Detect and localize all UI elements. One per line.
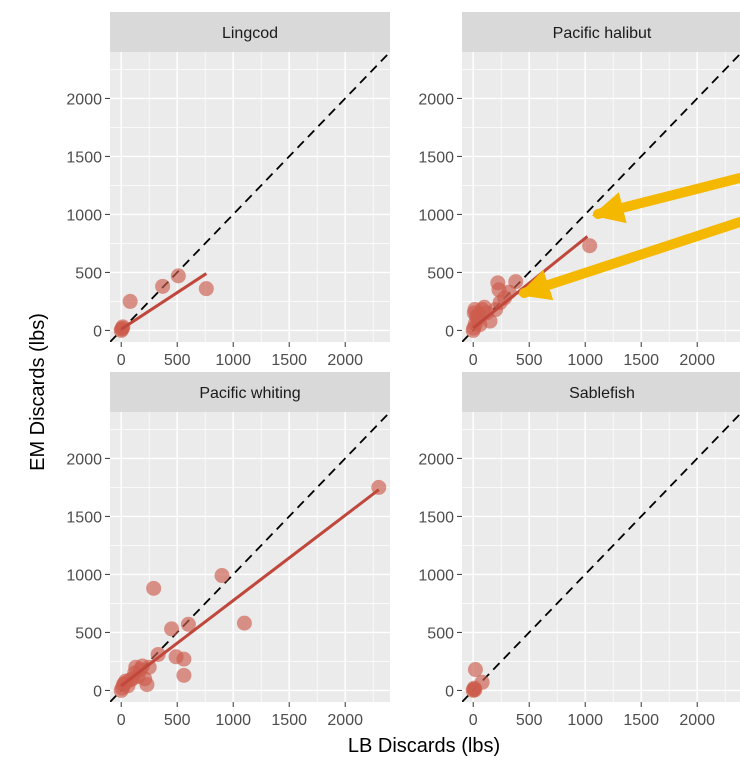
- x-tick-label: 0: [117, 352, 126, 369]
- panel-strip: [462, 372, 740, 412]
- x-tick-label: 500: [516, 712, 543, 729]
- x-tick-label: 0: [469, 352, 478, 369]
- x-tick-label: 0: [469, 712, 478, 729]
- data-point: [139, 677, 155, 693]
- panel-strip-label: Pacific whiting: [199, 385, 300, 402]
- y-tick-label: 0: [93, 323, 102, 340]
- x-tick-label: 1500: [271, 712, 307, 729]
- x-tick-label: 1000: [567, 712, 603, 729]
- x-tick-label: 0: [117, 712, 126, 729]
- x-tick-label: 2000: [327, 712, 363, 729]
- y-tick-label: 1000: [418, 567, 454, 584]
- panel-strip-label: Lingcod: [222, 25, 278, 42]
- y-tick-label: 1000: [418, 207, 454, 224]
- panel: Pacific whiting 0 500 1000 1500 2000 0 500 1000 1…: [66, 372, 390, 729]
- data-point: [214, 568, 230, 584]
- data-point: [150, 646, 166, 662]
- fit-line: [120, 488, 380, 687]
- data-point: [236, 615, 252, 631]
- panel-strip: [110, 372, 390, 412]
- y-tick-label: 1500: [66, 509, 102, 526]
- data-point: [155, 278, 171, 294]
- data-point: [508, 274, 524, 290]
- data-point: [180, 616, 196, 632]
- y-tick-label: 1000: [66, 207, 102, 224]
- data-point: [176, 651, 192, 667]
- y-tick-label: 1500: [418, 149, 454, 166]
- data-point: [122, 293, 138, 309]
- y-tick-label: 2000: [66, 91, 102, 108]
- data-point: [170, 268, 186, 284]
- panel-strip-label: Sablefish: [569, 385, 635, 402]
- data-point: [198, 281, 214, 297]
- x-tick-label: 1000: [567, 352, 603, 369]
- plot-area: [462, 52, 740, 342]
- data-point: [467, 662, 483, 678]
- panel-strip: [110, 12, 390, 52]
- panel-strip-label: Pacific halibut: [553, 25, 652, 42]
- x-tick-label: 1000: [215, 352, 251, 369]
- x-axis-title: LB Discards (lbs): [348, 735, 500, 757]
- x-tick-label: 1500: [271, 352, 307, 369]
- y-tick-label: 1500: [418, 509, 454, 526]
- y-tick-label: 1000: [66, 567, 102, 584]
- plot-area: [110, 412, 390, 702]
- x-tick-label: 2000: [679, 712, 715, 729]
- y-axis-title: EM Discards (lbs): [27, 313, 49, 471]
- annotation-arrows: [517, 173, 740, 301]
- y-tick-label: 2000: [66, 451, 102, 468]
- x-tick-label: 500: [164, 352, 191, 369]
- panel: Sablefish 0 500 1000 1500 2000 0 500 1000 1500 200…: [418, 372, 740, 729]
- annotation-arrow-upper: [591, 173, 740, 224]
- y-tick-label: 500: [427, 625, 454, 642]
- annotation-arrow-lower: [517, 217, 740, 301]
- reference-line: [110, 52, 390, 342]
- y-tick-label: 2000: [418, 451, 454, 468]
- reference-line: [462, 412, 740, 702]
- plot-area: [462, 412, 740, 702]
- panel-strip: [462, 12, 740, 52]
- y-tick-label: 0: [93, 683, 102, 700]
- y-tick-label: 0: [445, 323, 454, 340]
- panel: Lingcod 0 500 1000 1500 2000 0 500 1000 1500 2000: [66, 12, 390, 369]
- x-tick-label: 2000: [679, 352, 715, 369]
- fit-line: [120, 272, 208, 331]
- data-point: [164, 621, 180, 637]
- x-tick-label: 1500: [623, 352, 659, 369]
- x-tick-label: 1500: [623, 712, 659, 729]
- x-tick-label: 1000: [215, 712, 251, 729]
- data-point: [582, 238, 598, 254]
- x-tick-label: 2000: [327, 352, 363, 369]
- y-tick-label: 500: [75, 265, 102, 282]
- data-point: [474, 674, 490, 690]
- y-tick-label: 500: [427, 265, 454, 282]
- plot-area: [110, 52, 390, 342]
- x-tick-label: 500: [164, 712, 191, 729]
- y-tick-label: 500: [75, 625, 102, 642]
- data-point: [146, 580, 162, 596]
- y-tick-label: 1500: [66, 149, 102, 166]
- data-point: [176, 667, 192, 683]
- y-tick-label: 2000: [418, 91, 454, 108]
- y-tick-label: 0: [445, 683, 454, 700]
- x-tick-label: 500: [516, 352, 543, 369]
